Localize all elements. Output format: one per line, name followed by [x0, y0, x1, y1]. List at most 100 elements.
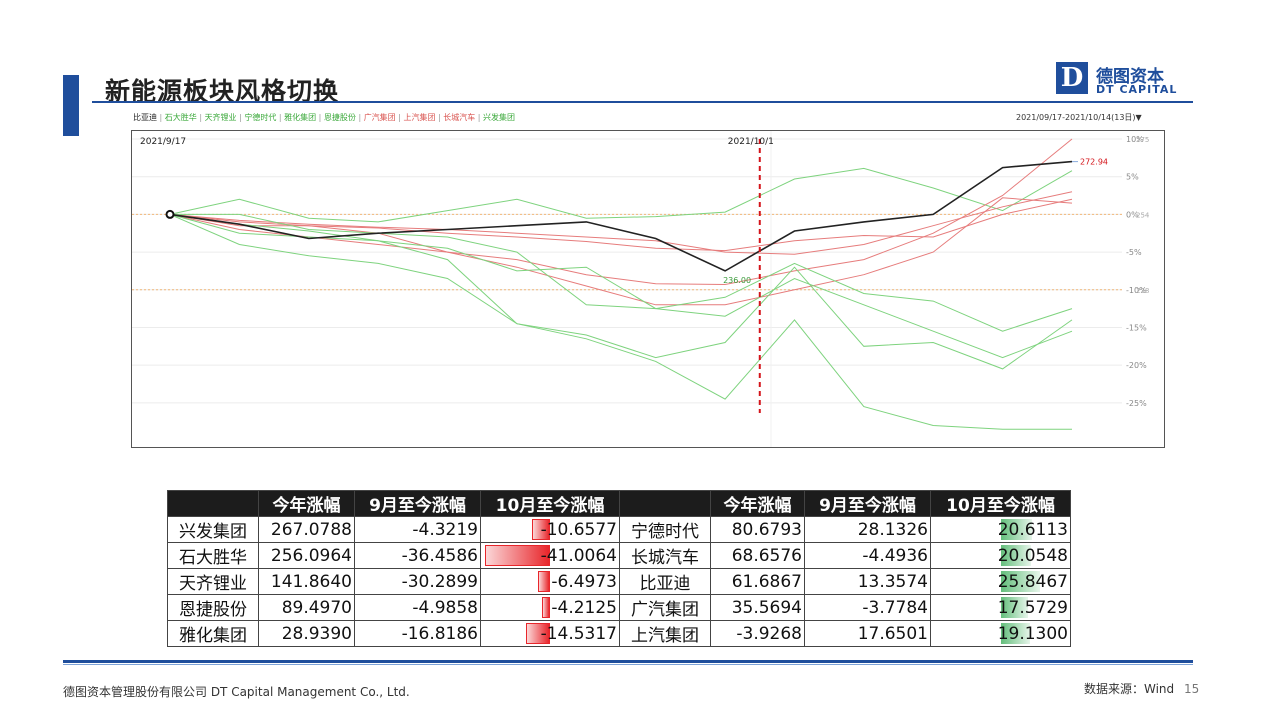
legend-separator: |	[236, 113, 245, 122]
value-cell: 80.6793	[710, 516, 805, 543]
page-number: 15	[1184, 682, 1200, 696]
legend-separator: |	[435, 113, 444, 122]
data-bar	[538, 571, 550, 592]
october-change-cell: -14.5317	[480, 620, 620, 647]
value-cell: -4.9858	[354, 594, 481, 621]
october-change-cell: -41.0064	[480, 542, 620, 569]
october-change-value: -6.4973	[551, 571, 617, 592]
series-line-10	[169, 213, 1072, 430]
footer-company: 德图资本管理股份有限公司 DT Capital Management Co., …	[63, 685, 410, 699]
legend-item[interactable]: 石大胜华	[164, 113, 197, 122]
data-bar	[531, 519, 550, 540]
value-cell: -4.4936	[804, 542, 931, 569]
series-line-8	[170, 213, 1073, 332]
y-tick-label: -10%	[1126, 286, 1147, 295]
value-cell: 256.0964	[258, 542, 355, 569]
october-change-value: 19.1300	[997, 623, 1068, 644]
table-header-cell	[619, 490, 711, 517]
legend-item[interactable]: 广汽集团	[363, 113, 396, 122]
table-header-cell: 10月至今涨幅	[480, 490, 620, 517]
y-tick-label: -25%	[1126, 399, 1147, 408]
title-accent-bar	[63, 75, 79, 136]
start-date-label: 2021/9/17	[140, 137, 186, 147]
logo-mark-icon: D	[1056, 62, 1088, 94]
chart-legend: 比亚迪 | 石大胜华 | 天齐锂业 | 宁德时代 | 雅化集团 | 恩捷股份 |…	[133, 112, 515, 123]
october-change-value: 20.0548	[997, 545, 1068, 566]
value-cell: 35.5694	[710, 594, 805, 621]
legend-item[interactable]: 兴发集团	[483, 113, 516, 122]
stock-name-cell: 雅化集团	[167, 620, 259, 647]
table-header-cell	[167, 490, 259, 517]
table-row: 恩捷股份 89.4970 -4.9858 -4.2125 广汽集团 35.5694 -3.7…	[167, 594, 1071, 621]
series-line-1	[169, 160, 1073, 272]
table-header-cell: 9月至今涨幅	[804, 490, 931, 517]
legend-item[interactable]: 上汽集团	[403, 113, 436, 122]
logo-chinese-name: 德图资本	[1096, 67, 1164, 87]
value-cell: -4.3219	[354, 516, 481, 543]
y-tick-label: 0%	[1126, 210, 1139, 219]
line-chart-svg: 10% 5% 0% -5% -10% -15% -20% -25% 275 254 228 2021/…	[132, 131, 1150, 447]
legend-item[interactable]: 天齐锂业	[204, 113, 237, 122]
stock-name-cell: 比亚迪	[619, 568, 711, 595]
title-underline	[92, 101, 1193, 103]
legend-separator: |	[196, 113, 205, 122]
marker-date-label: 2021/10/1	[728, 137, 774, 147]
series-line-7	[169, 213, 1073, 359]
value-cell: 141.8640	[258, 568, 355, 595]
stock-name-cell: 长城汽车	[619, 542, 711, 569]
october-change-value: -14.5317	[540, 623, 617, 644]
data-bar	[1000, 597, 1028, 618]
series-line-2	[169, 167, 1073, 223]
byd-end-label: 272.94	[1080, 158, 1108, 167]
stock-name-cell: 石大胜华	[167, 542, 259, 569]
reference-label: 228	[1136, 287, 1149, 295]
table-header-cell: 9月至今涨幅	[354, 490, 481, 517]
october-change-value: -10.6577	[540, 519, 617, 540]
legend-separator: |	[355, 113, 364, 122]
table-row: 兴发集团 267.0788 -4.3219 -10.6577 宁德时代 80.6793 28…	[167, 516, 1071, 543]
legend-item[interactable]: 长城汽车	[443, 113, 476, 122]
data-bar	[1000, 623, 1031, 644]
value-cell: 89.4970	[258, 594, 355, 621]
october-change-cell: 20.0548	[930, 542, 1071, 569]
table-header-cell: 10月至今涨幅	[930, 490, 1071, 517]
footer-source: 数据来源：Wind 15	[1084, 680, 1199, 697]
table-body: 兴发集团 267.0788 -4.3219 -10.6577 宁德时代 80.6793 28…	[167, 516, 1071, 647]
table-row: 天齐锂业 141.8640 -30.2899 -6.4973 比亚迪 61.6867 13.…	[167, 568, 1071, 595]
october-change-cell: 25.8467	[930, 568, 1071, 595]
company-logo: D 德图资本 DT CAPITAL	[1056, 62, 1196, 98]
reference-label: 275	[1136, 136, 1149, 144]
start-point-marker	[165, 209, 175, 219]
table-header-row: 今年涨幅 9月至今涨幅 10月至今涨幅 今年涨幅 9月至今涨幅 10月至今涨幅	[167, 490, 1071, 517]
legend-separator: |	[157, 113, 165, 122]
y-tick-label: 5%	[1126, 173, 1139, 182]
stock-name-cell: 天齐锂业	[167, 568, 259, 595]
table-row: 石大胜华 256.0964 -36.4586 -41.0064 长城汽车 68.6576-…	[167, 542, 1071, 569]
data-bar	[541, 597, 550, 618]
table-header-cell: 今年涨幅	[258, 490, 355, 517]
legend-item[interactable]: 雅化集团	[284, 113, 317, 122]
series-line-3	[169, 197, 1073, 306]
legend-item[interactable]: 比亚迪	[133, 113, 157, 122]
byd-min-label: 236.00	[723, 276, 751, 285]
footer-divider-thin	[63, 664, 1193, 665]
legend-item[interactable]: 恩捷股份	[323, 113, 356, 122]
october-change-cell: -10.6577	[480, 516, 620, 543]
value-cell: 68.6576	[710, 542, 805, 569]
value-cell: -3.7784	[804, 594, 931, 621]
y-tick-label: 10%	[1126, 135, 1144, 144]
value-cell: 28.9390	[258, 620, 355, 647]
data-bar	[1000, 519, 1033, 540]
data-bar	[525, 623, 550, 644]
reference-label: 254	[1136, 211, 1150, 219]
stock-name-cell: 上汽集团	[619, 620, 711, 647]
legend-separator: |	[475, 113, 484, 122]
value-cell: -36.4586	[354, 542, 481, 569]
footer-divider	[63, 660, 1193, 663]
data-bar	[1000, 571, 1041, 592]
value-cell: 17.6501	[804, 620, 931, 647]
legend-item[interactable]: 宁德时代	[244, 113, 277, 122]
date-range-selector[interactable]: 2021/09/17-2021/10/14(13日)▼	[1016, 113, 1142, 122]
y-tick-label: -20%	[1126, 361, 1147, 370]
value-cell: -3.9268	[710, 620, 805, 647]
